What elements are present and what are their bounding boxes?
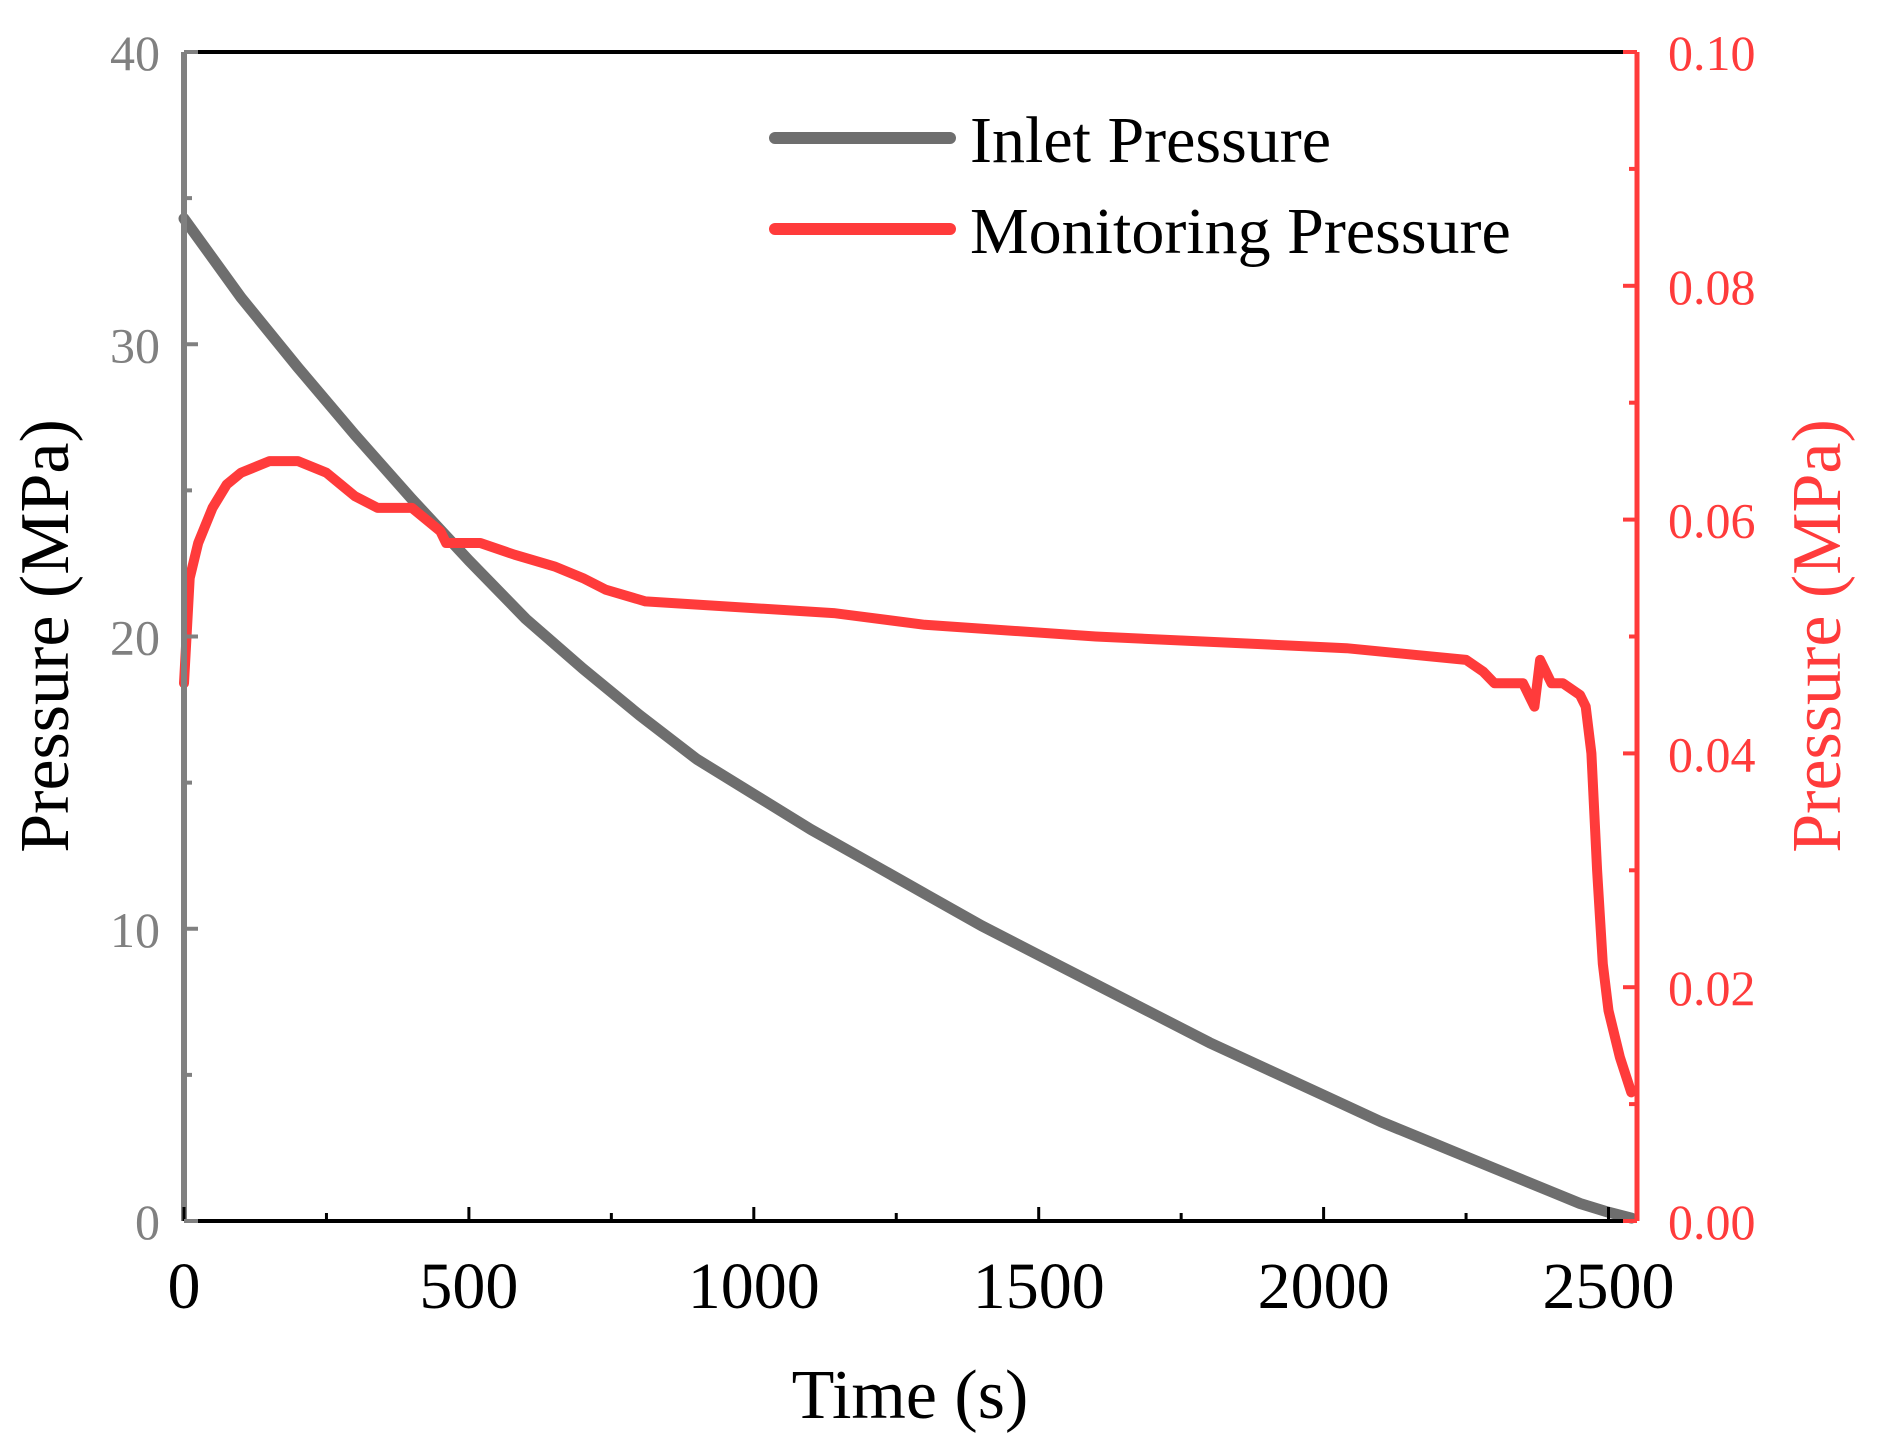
x-tick-label: 1500 bbox=[973, 1250, 1105, 1323]
right-axis-ticks: 0.00 0.02 0.04 0.06 0.08 0.10 bbox=[1623, 25, 1756, 1250]
x-axis-ticks: 0 500 1000 1500 2000 2500 bbox=[168, 1207, 1675, 1323]
series-layer bbox=[178, 213, 1637, 1224]
x-tick-label: 2000 bbox=[1258, 1250, 1390, 1323]
left-tick-label: 20 bbox=[110, 610, 160, 666]
left-axis-title: Pressure (MPa) bbox=[7, 419, 84, 853]
x-tick-label: 500 bbox=[419, 1250, 518, 1323]
left-tick-label: 10 bbox=[110, 902, 160, 958]
left-tick-label: 0 bbox=[135, 1194, 160, 1250]
right-tick-label: 0.02 bbox=[1668, 960, 1756, 1016]
series-line-monitoring-pressure bbox=[179, 456, 1637, 1098]
legend-label-inlet: Inlet Pressure bbox=[970, 104, 1331, 177]
x-tick-label: 2500 bbox=[1543, 1250, 1675, 1323]
right-axis-title: Pressure (MPa) bbox=[1779, 419, 1856, 853]
left-tick-label: 40 bbox=[110, 25, 160, 81]
left-axis-ticks: 0 10 20 30 40 bbox=[110, 25, 198, 1250]
legend-label-monitoring: Monitoring Pressure bbox=[970, 195, 1511, 268]
right-tick-label: 0.06 bbox=[1668, 493, 1756, 549]
right-tick-label: 0.00 bbox=[1668, 1194, 1756, 1250]
right-tick-label: 0.10 bbox=[1668, 25, 1756, 81]
x-tick-label: 1000 bbox=[688, 1250, 820, 1323]
right-tick-label: 0.04 bbox=[1668, 726, 1756, 782]
right-tick-label: 0.08 bbox=[1668, 259, 1756, 315]
x-axis-title: Time (s) bbox=[792, 1357, 1029, 1434]
left-tick-label: 30 bbox=[110, 317, 160, 373]
legend: Inlet Pressure Monitoring Pressure bbox=[769, 104, 1511, 268]
x-tick-label: 0 bbox=[168, 1250, 201, 1323]
